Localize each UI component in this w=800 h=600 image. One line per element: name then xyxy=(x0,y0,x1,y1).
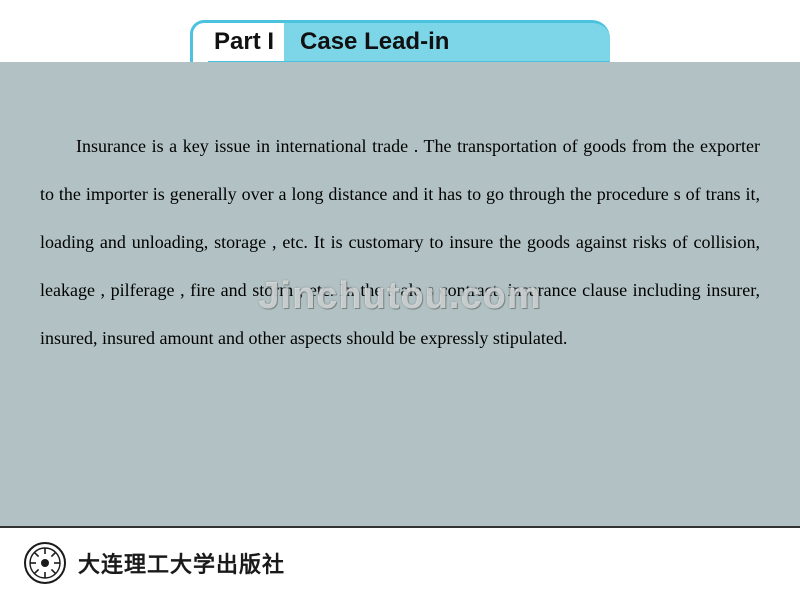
header-title: Case Lead-in xyxy=(284,20,610,64)
footer: 大连理工大学出版社 xyxy=(0,526,800,600)
header-part-label: Part I xyxy=(208,20,284,64)
body-paragraph: Insurance is a key issue in internationa… xyxy=(40,122,760,362)
footer-divider xyxy=(0,526,800,528)
publisher-name: 大连理工大学出版社 xyxy=(78,547,285,579)
header-left-cap xyxy=(190,20,208,64)
content-area: Insurance is a key issue in internationa… xyxy=(0,62,800,526)
header-band: Part I Case Lead-in xyxy=(190,20,610,64)
publisher-logo-icon xyxy=(24,542,66,584)
